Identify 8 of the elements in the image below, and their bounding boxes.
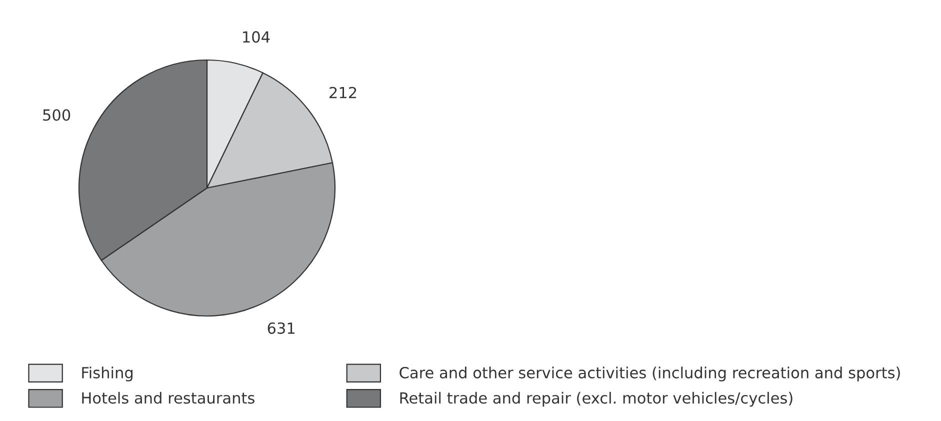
data-label: 500 xyxy=(43,109,70,121)
legend-label: Care and other service activities (including recreation and sports) xyxy=(400,366,900,382)
data-label: 212 xyxy=(330,86,356,98)
legend-label: Fishing xyxy=(82,366,132,382)
legend-label: Hotels and restaurants xyxy=(82,392,254,404)
legend-label: Retail trade and repair (excl. motor vehicles/cycles) xyxy=(400,392,792,407)
data-label: 104 xyxy=(243,31,270,43)
data-label: 631 xyxy=(268,322,294,334)
